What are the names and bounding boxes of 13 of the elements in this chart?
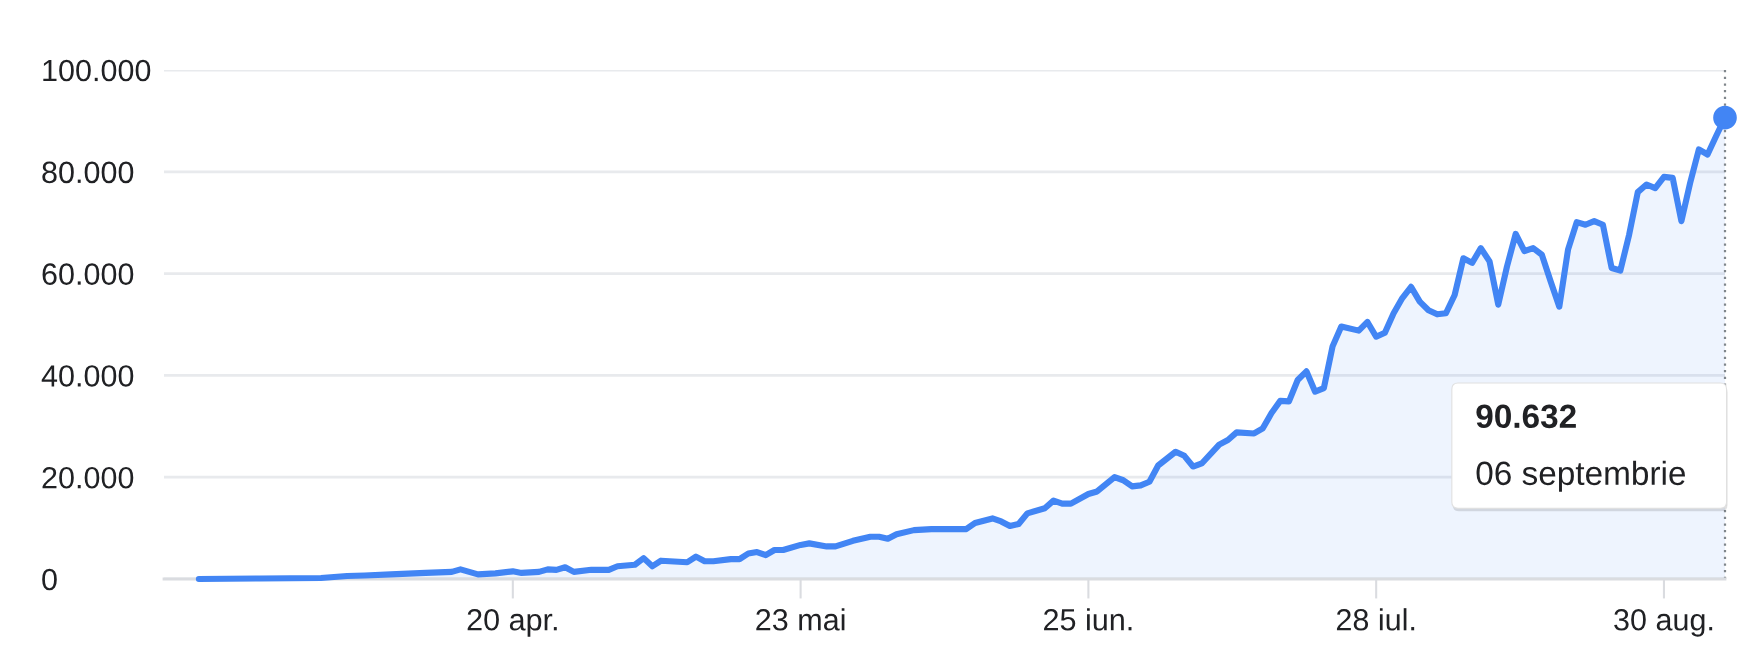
x-tick-label: 20 apr. xyxy=(467,608,557,637)
x-tick-label: 28 iul. xyxy=(1336,608,1415,631)
y-tick-label: 40.000 xyxy=(41,365,134,387)
x-tick-label: 25 iun. xyxy=(1044,608,1132,631)
x-tick-label: 30 aug. xyxy=(1614,608,1713,637)
annotation: 06 septembrie xyxy=(1476,460,1685,492)
x-tick-label: 23 mai xyxy=(756,608,845,631)
y-tick-label: 80.000 xyxy=(42,161,134,184)
y-tick-label: 0 xyxy=(42,568,57,591)
y-tick-label: 20.000 xyxy=(42,466,134,489)
annotation: 90.632 xyxy=(1476,404,1576,429)
y-tick-label: 100.000 xyxy=(43,59,151,82)
y-tick-label: 60.000 xyxy=(42,263,134,285)
